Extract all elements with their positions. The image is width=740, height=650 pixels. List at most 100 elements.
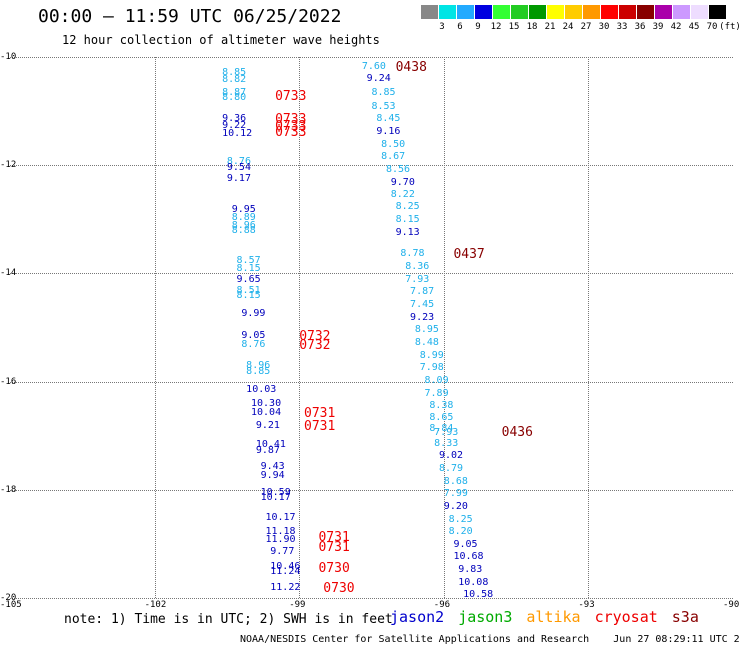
- wave-height-value: 9.36: [222, 113, 247, 125]
- wave-height-value: 10.46: [270, 560, 301, 572]
- wave-height-value: 8.95: [414, 324, 439, 336]
- wave-height-value: 8.76: [241, 338, 266, 350]
- wave-height-value: 11.18: [265, 525, 296, 537]
- color-scale-label: 39: [652, 22, 664, 32]
- wave-height-value: 9.83: [458, 563, 483, 575]
- pass-time-label: 0731: [304, 418, 336, 434]
- wave-height-value: 9.05: [241, 329, 266, 341]
- latitude-gridline: [10, 273, 733, 275]
- map-title: 00:00 – 11:59 UTC 06/25/2022: [38, 6, 342, 27]
- wave-height-value: 9.24: [366, 72, 391, 84]
- color-scale-label: 24: [562, 22, 574, 32]
- pass-time-label: 0732: [299, 337, 331, 353]
- credit-footer: NOAA/NESDIS Center for Satellite Applica…: [240, 634, 740, 645]
- wave-height-value: 9.54: [226, 161, 251, 173]
- wave-height-value: 8.82: [222, 73, 247, 85]
- wave-height-value: 11.24: [270, 566, 301, 578]
- legend-item-jason2: jason2: [390, 608, 445, 626]
- legend-item-altika: altika: [526, 608, 581, 626]
- units-note: note: 1) Time is in UTC; 2) SWH is in fe…: [64, 612, 393, 627]
- wave-height-value: 10.68: [453, 551, 484, 563]
- wave-height-value: 8.51: [236, 284, 261, 296]
- wave-height-value: 10.08: [458, 576, 489, 588]
- latitude-tick-label: -12: [0, 160, 17, 171]
- wave-height-value: 7.87: [410, 286, 435, 298]
- color-swatch: [421, 5, 438, 19]
- wave-height-value: 9.99: [241, 307, 266, 319]
- pass-time-label: 0438: [395, 59, 427, 75]
- pass-time-label: 0436: [501, 424, 533, 440]
- color-scale-label: 42: [670, 22, 682, 32]
- wave-height-value: 10.17: [265, 511, 296, 523]
- wave-height-value: 9.17: [226, 172, 251, 184]
- pass-time-label: 0733: [275, 112, 307, 128]
- legend-item-cryosat: cryosat: [594, 608, 658, 626]
- color-scale-label: 45: [688, 22, 700, 32]
- color-swatch: [529, 5, 546, 19]
- wave-height-value: 9.43: [260, 461, 285, 473]
- wave-height-value: 8.15: [236, 290, 261, 302]
- color-swatch: [475, 5, 492, 19]
- map-plot-area: 7.60 9.24 8.85 8.53 8.45 9.16 8.50 8.67 8.56 9.70…: [10, 57, 733, 601]
- wave-height-value: 8.15: [236, 263, 261, 275]
- color-swatch: [655, 5, 672, 19]
- satellite-legend: jason2 jason3 altika cryosat s3a: [390, 608, 713, 626]
- longitude-gridline: [299, 57, 301, 598]
- wave-height-value: 8.96: [246, 360, 271, 372]
- wave-height-value: 8.45: [376, 113, 401, 125]
- latitude-gridline: [10, 57, 733, 58]
- wave-height-value: 9.20: [443, 501, 468, 513]
- color-scale-label: 6: [457, 22, 463, 32]
- wave-height-value: 8.88: [231, 225, 256, 237]
- wave-height-value: 8.50: [381, 138, 406, 150]
- wave-height-value: 7.45: [410, 298, 435, 310]
- wave-height-value: 8.33: [434, 437, 459, 449]
- wave-height-value: 7.93: [405, 273, 430, 285]
- color-swatch: [601, 5, 618, 19]
- wave-height-value: 9.65: [236, 273, 261, 285]
- legend-item-jason3: jason3: [458, 608, 513, 626]
- wave-height-value: 10.12: [222, 127, 253, 139]
- wave-height-value: 9.13: [395, 226, 420, 238]
- wave-height-value: 9.70: [390, 176, 415, 188]
- latitude-gridline: [10, 598, 733, 599]
- wave-height-value: 8.68: [443, 475, 468, 487]
- wave-height-value: 8.84: [429, 423, 454, 435]
- color-swatch: [457, 5, 474, 19]
- longitude-tick-label: -99: [289, 600, 306, 610]
- longitude-tick-label: -93: [578, 600, 595, 610]
- wave-height-value: 8.99: [419, 349, 444, 361]
- wave-height-value: 10.17: [260, 491, 291, 503]
- color-swatch: [673, 5, 690, 19]
- wave-height-value: 10.58: [463, 589, 494, 601]
- color-scale-label: 70: [706, 22, 718, 32]
- color-swatch: [691, 5, 708, 19]
- pass-time-label: 0437: [453, 247, 485, 263]
- color-scale-label: 33: [616, 22, 628, 32]
- wave-height-value: 8.76: [226, 156, 251, 168]
- pass-time-label: 0733: [275, 124, 307, 140]
- wave-height-value: 9.23: [410, 311, 435, 323]
- color-scale-label: 36: [634, 22, 646, 32]
- wave-height-value: 8.67: [381, 151, 406, 163]
- latitude-gridline: [10, 489, 733, 491]
- wave-height-value: 8.80: [222, 91, 247, 103]
- pass-time-label: 0732: [299, 328, 331, 344]
- wave-height-value: 8.22: [390, 188, 415, 200]
- color-swatch: [637, 5, 654, 19]
- wave-height-value: 8.38: [429, 399, 454, 411]
- wave-height-value: 8.85: [222, 67, 247, 79]
- latitude-tick-label: -16: [0, 376, 17, 387]
- wave-height-value: 10.03: [246, 383, 277, 395]
- wave-height-value: 8.85: [371, 87, 396, 99]
- color-scale-label: 15: [508, 22, 520, 32]
- color-scale-label: 30: [598, 22, 610, 32]
- latitude-tick-label: -14: [0, 268, 17, 279]
- latitude-tick-label: -20: [0, 593, 17, 603]
- wave-height-value: 8.65: [429, 412, 454, 424]
- color-scale-label: (ft): [719, 22, 740, 32]
- wave-height-value: 8.85: [246, 365, 271, 377]
- wave-height-value: 9.94: [260, 470, 285, 482]
- longitude-tick-label: -102: [144, 600, 167, 610]
- pass-time-label: 0733: [275, 88, 307, 104]
